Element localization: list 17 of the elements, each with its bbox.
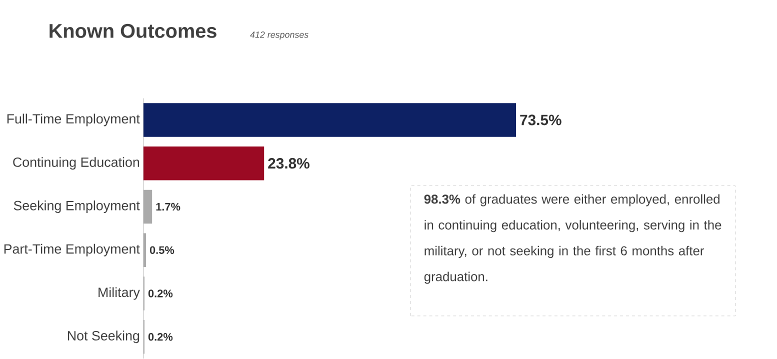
data-label: 73.5%: [520, 114, 562, 126]
annotation: 98.3% of graduates were either employed, enrolled in continuing education, volunteering, serving in the military, or not seeking in the first 6 months after graduation.: [424, 194, 722, 284]
y-tick-label: Military: [98, 287, 140, 300]
data-label: 1.7%: [156, 203, 180, 211]
bar: [143, 146, 264, 180]
chart-title: Known Outcomes: [50, 24, 216, 38]
y-tick-label: Full-Time Employment: [7, 114, 140, 126]
data-label: 0.2%: [148, 290, 173, 298]
y-tick-label: Not Seeking: [68, 330, 140, 344]
bar: [143, 103, 516, 137]
data-label: 0.5%: [150, 246, 174, 254]
y-tick-label: Part-Time Employment: [4, 244, 140, 256]
y-tick-label: Continuing Education: [13, 157, 140, 170]
chart-subtitle: 412 responses: [250, 32, 308, 40]
data-label: 23.8%: [268, 158, 310, 169]
data-label: 0.2%: [148, 333, 173, 341]
y-tick-label: Seeking Employment: [14, 200, 140, 214]
